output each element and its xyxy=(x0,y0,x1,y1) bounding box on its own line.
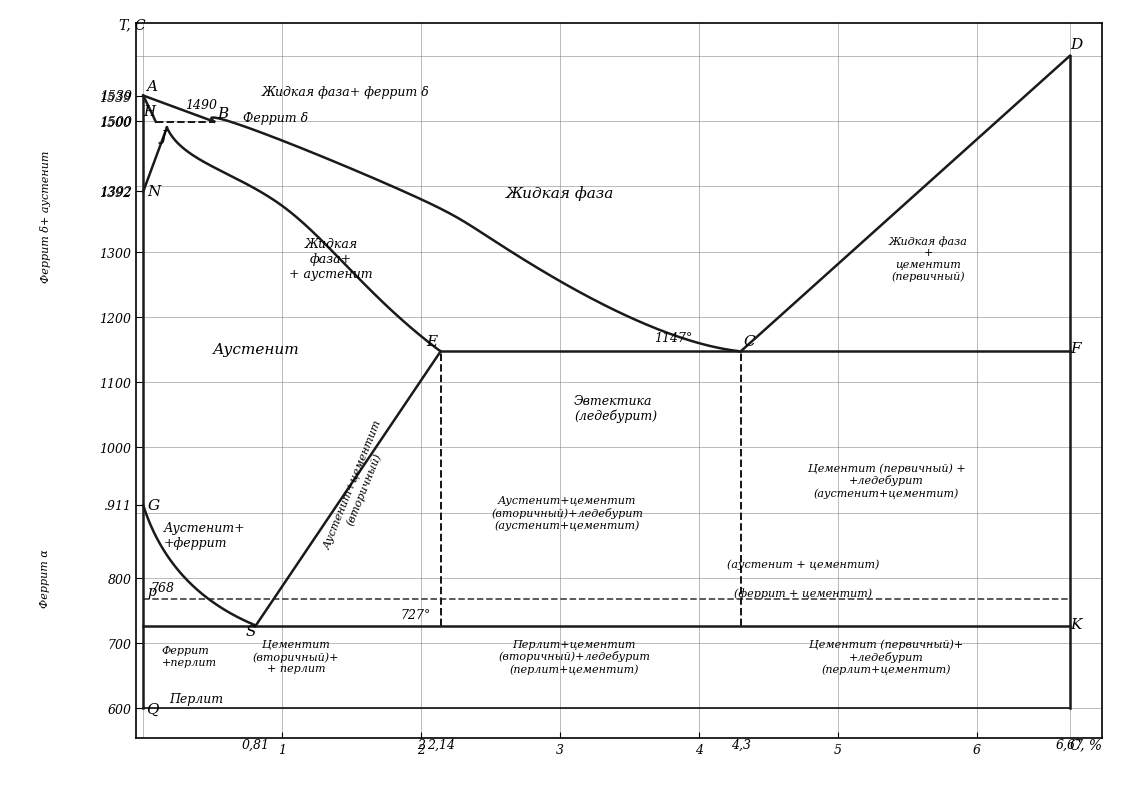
Text: 0,81: 0,81 xyxy=(242,738,270,751)
Text: S: S xyxy=(245,624,256,638)
Text: 4,3: 4,3 xyxy=(730,738,751,751)
Text: 1147°: 1147° xyxy=(654,332,692,345)
Text: .911: .911 xyxy=(105,500,132,512)
Text: B: B xyxy=(217,107,228,120)
Text: Жидкая
фаза+
+ аустенит: Жидкая фаза+ + аустенит xyxy=(289,237,373,280)
Text: Феррит δ: Феррит δ xyxy=(243,112,309,125)
Text: (феррит + цементит): (феррит + цементит) xyxy=(734,587,872,598)
Text: Жидкая фаза
+
цементит
(первичный): Жидкая фаза + цементит (первичный) xyxy=(888,236,968,282)
Text: Аустенит+цементит
(вторичный): Аустенит+цементит (вторичный) xyxy=(323,419,395,555)
Text: Цементит
(вторичный)+
+ перлит: Цементит (вторичный)+ + перлит xyxy=(253,639,340,673)
Text: F: F xyxy=(1070,342,1080,355)
Text: K: K xyxy=(1070,617,1081,630)
Text: Эвтектика
(ледебурит): Эвтектика (ледебурит) xyxy=(574,395,657,423)
Text: Q: Q xyxy=(147,702,159,715)
Text: 1392: 1392 xyxy=(100,186,132,199)
Text: Феррит
+перлит: Феррит +перлит xyxy=(161,646,216,667)
Text: Аустенит+
+феррит: Аустенит+ +феррит xyxy=(164,522,245,549)
Text: Цементит (первичный) +
+ледебурит
(аустенит+цементит): Цементит (первичный) + +ледебурит (аусте… xyxy=(808,463,966,498)
Text: J: J xyxy=(161,130,167,144)
Text: Перлит: Перлит xyxy=(169,692,223,705)
Text: Цементит (первичный)+
+ледебурит
(перлит+цементит): Цементит (первичный)+ +ледебурит (перлит… xyxy=(810,638,963,674)
Text: Перлит+цементит
(вторичный)+ледебурит
(перлит+цементит): Перлит+цементит (вторичный)+ледебурит (п… xyxy=(498,638,650,674)
Text: 727°: 727° xyxy=(400,608,431,622)
Text: Феррит α: Феррит α xyxy=(41,548,50,607)
Text: C: C xyxy=(743,334,755,349)
Text: 1539: 1539 xyxy=(100,90,132,103)
Text: Жидкая фаза: Жидкая фаза xyxy=(506,186,615,201)
Text: 2,14: 2,14 xyxy=(427,738,454,751)
Text: G: G xyxy=(148,499,159,512)
Text: Жидкая фаза+ феррит δ: Жидкая фаза+ феррит δ xyxy=(261,86,429,99)
Text: E: E xyxy=(427,334,437,349)
Text: p: p xyxy=(148,585,157,598)
Text: 1500: 1500 xyxy=(100,116,132,129)
Text: 1490: 1490 xyxy=(185,99,217,111)
Text: Феррит δ+ аустенит: Феррит δ+ аустенит xyxy=(40,151,51,282)
Text: D: D xyxy=(1070,38,1083,51)
Text: N: N xyxy=(148,185,161,199)
Text: Аустенит: Аустенит xyxy=(212,343,300,357)
Text: H: H xyxy=(143,105,156,119)
Text: A: A xyxy=(147,80,157,94)
Text: 768: 768 xyxy=(150,581,174,594)
Text: Аустенит+цементит
(вторичный)+ледебурит
(аустенит+цементит): Аустенит+цементит (вторичный)+ледебурит … xyxy=(491,496,643,531)
Text: 2: 2 xyxy=(417,738,425,751)
Text: 6,67: 6,67 xyxy=(1056,738,1084,751)
Text: C, %: C, % xyxy=(1070,738,1102,751)
Text: T, C: T, C xyxy=(119,18,145,32)
Text: (аустенит + цементит): (аустенит + цементит) xyxy=(727,558,879,569)
